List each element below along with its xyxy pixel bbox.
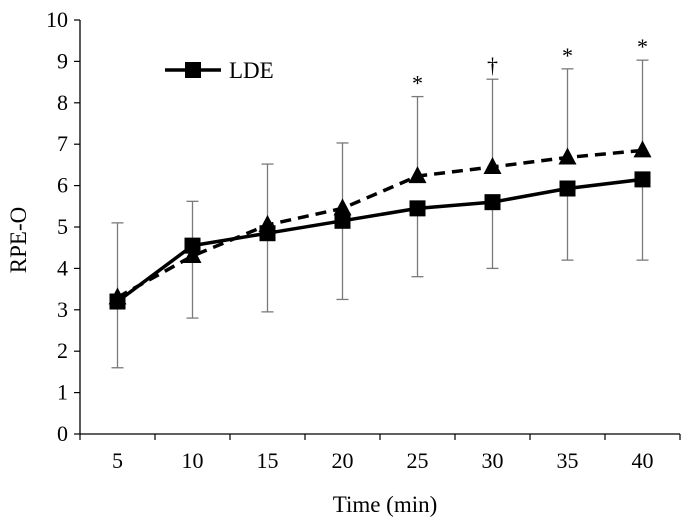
series-line-lde xyxy=(116,177,643,303)
data-point-square xyxy=(409,200,426,217)
axes: 0 1 2 3 4 5 6 7 8 9 10 5 10 15 20 25 30 35 40 xyxy=(46,7,681,473)
x-tick-label: 10 xyxy=(182,448,204,473)
x-tick-label: 35 xyxy=(557,448,579,473)
x-tick-label: 30 xyxy=(482,448,504,473)
data-point-square xyxy=(109,293,126,310)
data-point-square xyxy=(484,194,501,211)
data-point-square xyxy=(559,180,576,197)
x-tick-label: 25 xyxy=(407,448,429,473)
y-axis-label: RPE-O xyxy=(6,207,31,273)
y-tick-label: 10 xyxy=(46,7,68,32)
significance-marker: * xyxy=(637,34,648,59)
y-tick-label: 5 xyxy=(57,214,68,239)
x-axis-label: Time (min) xyxy=(333,492,438,517)
data-point-triangle xyxy=(633,140,652,158)
y-tick-label: 0 xyxy=(57,421,68,446)
data-point-triangle xyxy=(558,147,577,165)
error-bars xyxy=(111,59,649,369)
data-point-triangle xyxy=(183,245,202,263)
data-point-square xyxy=(634,171,651,188)
x-tick-label: 5 xyxy=(112,448,123,473)
x-tick-label: 40 xyxy=(632,448,654,473)
data-point-triangle xyxy=(408,166,427,184)
y-tick-label: 2 xyxy=(57,338,68,363)
x-tick-label: 20 xyxy=(332,448,354,473)
y-tick-label: 9 xyxy=(57,48,68,73)
y-tick-label: 8 xyxy=(57,90,68,115)
series-markers xyxy=(108,140,652,310)
series-line-series-2 xyxy=(116,148,643,299)
data-point-triangle xyxy=(333,198,352,216)
y-tick-label: 7 xyxy=(57,131,68,156)
legend: LDE xyxy=(165,58,274,83)
data-point-square xyxy=(185,62,201,78)
significance-marker: * xyxy=(412,71,423,96)
x-tick-label: 15 xyxy=(257,448,279,473)
significance-markers: * † * * xyxy=(412,34,648,95)
significance-marker: * xyxy=(562,43,573,68)
data-point-square xyxy=(184,237,201,254)
y-tick-label: 4 xyxy=(57,255,68,280)
data-point-triangle xyxy=(483,156,502,174)
y-tick-label: 6 xyxy=(57,173,68,198)
data-point-square xyxy=(259,225,276,242)
y-tick-label: 3 xyxy=(57,297,68,322)
significance-marker: † xyxy=(487,53,498,78)
series-lines xyxy=(116,148,643,303)
y-tick-label: 1 xyxy=(57,380,68,405)
data-point-square xyxy=(334,212,351,229)
legend-label-lde: LDE xyxy=(229,58,274,83)
